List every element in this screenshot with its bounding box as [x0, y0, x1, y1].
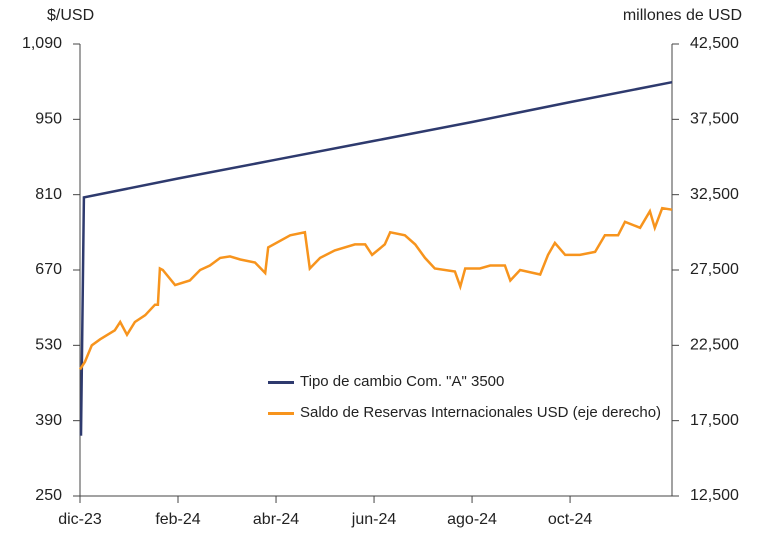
legend-item: Tipo de cambio Com. "A" 3500: [268, 372, 668, 392]
y-tick-label: 390: [35, 412, 62, 429]
y2-tick-label: 32,500: [690, 186, 739, 203]
y2-tick-label: 42,500: [690, 35, 739, 52]
y2-tick-label: 27,500: [690, 261, 739, 278]
x-tick-label: dic-23: [58, 511, 102, 528]
series-line: [78, 206, 673, 371]
legend: Tipo de cambio Com. "A" 3500 Saldo de Res…: [268, 372, 668, 434]
y-tick-label: 530: [35, 337, 62, 354]
legend-label: Saldo de Reservas Internacionales USD (e…: [300, 404, 662, 421]
y-tick-label: 250: [35, 487, 62, 504]
legend-swatch: [268, 381, 294, 384]
x-tick-label: jun-24: [351, 511, 397, 528]
y2-tick-label: 12,500: [690, 487, 739, 504]
x-tick-label: abr-24: [253, 511, 299, 528]
series-line: [79, 80, 673, 436]
y-tick-label: 1,090: [22, 35, 62, 52]
y2-tick-label: 37,500: [690, 111, 739, 128]
legend-item: Saldo de Reservas Internacionales USD (e…: [268, 403, 668, 423]
y-tick-label: 950: [35, 111, 62, 128]
x-tick-label: oct-24: [548, 511, 593, 528]
legend-swatch: [268, 412, 294, 415]
x-tick-label: ago-24: [447, 511, 497, 528]
y2-tick-label: 22,500: [690, 337, 739, 354]
y-axis-title: $/USD: [47, 7, 94, 24]
y-tick-label: 810: [35, 186, 62, 203]
y2-tick-label: 17,500: [690, 412, 739, 429]
y-tick-label: 670: [35, 261, 62, 278]
x-tick-label: feb-24: [155, 511, 200, 528]
legend-label: Tipo de cambio Com. "A" 3500: [300, 373, 505, 390]
y2-axis-title: millones de USD: [623, 7, 742, 24]
